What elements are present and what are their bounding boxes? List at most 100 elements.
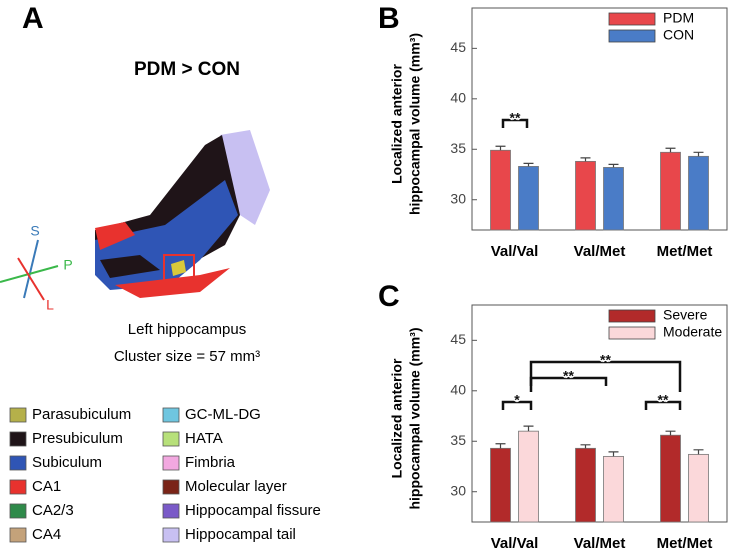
error-bar: [608, 163, 619, 168]
significance-label: **: [658, 392, 669, 408]
y-axis-label: hippocampal volume (mm³): [407, 327, 423, 509]
bar: [660, 151, 681, 231]
error-bar: [523, 162, 534, 167]
error-bar: [523, 425, 534, 432]
legend-swatch: [608, 309, 656, 323]
bar: [660, 434, 681, 523]
bar: [688, 453, 709, 523]
x-tick-label: Met/Met: [657, 535, 713, 552]
bar: [603, 455, 624, 523]
x-tick-label: Met/Met: [657, 243, 713, 260]
panel-label: A: [22, 2, 44, 35]
y-tick-label: 40: [450, 381, 466, 397]
y-axis-label: Localized anterior: [389, 358, 405, 478]
legend-label: Fimbria: [185, 454, 236, 471]
bar: [490, 447, 511, 523]
bar: [518, 166, 539, 231]
legend-swatch: [9, 407, 27, 423]
legend-label: Molecular layer: [185, 478, 287, 495]
y-tick-label: 35: [450, 432, 466, 448]
y-tick-label: 45: [450, 331, 466, 347]
legend-label: Severe: [663, 307, 708, 323]
error-bar: [693, 449, 704, 455]
legend-swatch: [9, 527, 27, 543]
hippocampus-render: [95, 130, 270, 298]
significance-label: **: [510, 110, 521, 126]
legend-swatch: [162, 455, 180, 471]
x-tick-label: Val/Val: [491, 535, 539, 552]
legend-label: Hippocampal fissure: [185, 502, 321, 519]
legend-swatch: [608, 326, 656, 340]
legend-label: Moderate: [663, 324, 722, 340]
x-tick-label: Val/Met: [574, 243, 626, 260]
legend-label: Parasubiculum: [32, 406, 131, 423]
legend-swatch: [162, 503, 180, 519]
y-tick-label: 35: [450, 140, 466, 156]
error-bar: [495, 145, 506, 151]
error-bar: [665, 147, 676, 153]
bar: [575, 447, 596, 523]
legend-swatch: [162, 527, 180, 543]
legend-label: Subiculum: [32, 454, 102, 471]
panel-label: C: [378, 280, 400, 313]
x-tick-label: Val/Val: [491, 243, 539, 260]
legend-label: HATA: [185, 430, 223, 447]
significance-bracket: [644, 400, 682, 410]
panel-title: PDM > CON: [134, 59, 240, 80]
bar-chart: B Localized anterior hippocampal volume (m…: [378, 2, 728, 260]
bar: [518, 430, 539, 523]
legend-swatch: [608, 29, 656, 43]
bar-chart: C Localized anterior hippocampal volume (m…: [378, 280, 728, 552]
plot-frame: [471, 304, 728, 523]
legend-swatch: [162, 407, 180, 423]
caption: Left hippocampus: [128, 321, 246, 338]
error-bar: [665, 430, 676, 436]
error-bar: [580, 157, 591, 162]
significance-label: **: [600, 352, 611, 368]
region-legend: Parasubiculum Presubiculum Subiculum CA1 CA2…: [9, 406, 321, 543]
y-tick-label: 30: [450, 190, 466, 206]
legend-label: Presubiculum: [32, 430, 123, 447]
error-bar: [495, 443, 506, 449]
error-bar: [580, 444, 591, 449]
y-axis-label: hippocampal volume (mm³): [407, 33, 423, 215]
x-tick-label: Val/Met: [574, 535, 626, 552]
bar: [575, 160, 596, 231]
y-axis-label: Localized anterior: [389, 64, 405, 184]
panel-label: B: [378, 2, 400, 35]
axis-label: P: [63, 257, 72, 273]
legend-swatch: [9, 479, 27, 495]
legend-label: CA4: [32, 526, 61, 543]
error-bar: [608, 451, 619, 457]
significance-bracket: [501, 400, 533, 410]
legend-label: PDM: [663, 10, 694, 26]
legend-label: Hippocampal tail: [185, 526, 296, 543]
y-tick-label: 40: [450, 90, 466, 106]
significance-bracket: [529, 360, 682, 392]
axis-label: L: [46, 297, 54, 313]
legend-swatch: [9, 455, 27, 471]
legend-swatch: [9, 431, 27, 447]
legend-label: CA1: [32, 478, 61, 495]
axis-label: S: [30, 223, 39, 239]
bar: [490, 149, 511, 231]
legend-label: GC-ML-DG: [185, 406, 261, 423]
legend-label: CON: [663, 27, 694, 43]
legend-swatch: [162, 479, 180, 495]
y-tick-label: 45: [450, 39, 466, 55]
legend-swatch: [608, 12, 656, 26]
significance-bracket: [501, 118, 529, 128]
bar: [688, 155, 709, 231]
legend-swatch: [9, 503, 27, 519]
plot-frame: [471, 7, 728, 231]
y-tick-label: 30: [450, 482, 466, 498]
significance-label: *: [514, 392, 520, 408]
significance-label: **: [563, 368, 574, 384]
bar: [603, 167, 624, 231]
cluster-size: Cluster size = 57 mm³: [114, 348, 260, 365]
orientation-axes: [0, 239, 59, 301]
error-bar: [693, 151, 704, 157]
legend-swatch: [162, 431, 180, 447]
